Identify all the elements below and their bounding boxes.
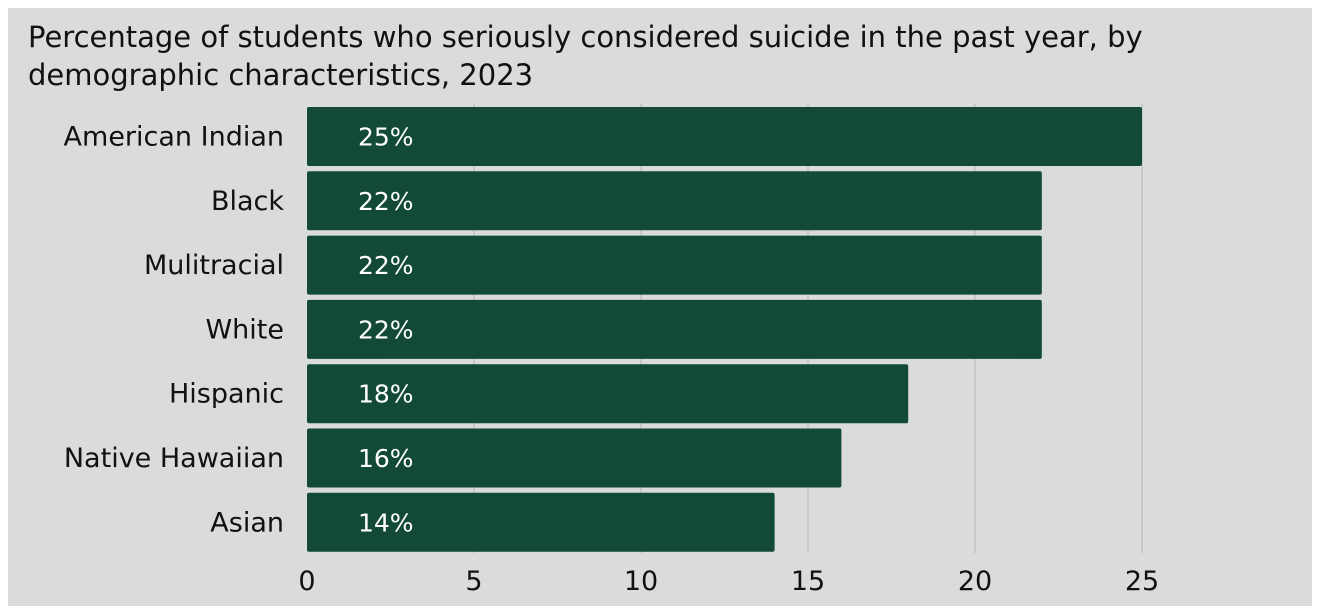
category-label: Black — [211, 186, 284, 217]
value-label: 25% — [358, 123, 414, 152]
category-label: Hispanic — [169, 379, 284, 410]
bar-american-indian — [307, 107, 1142, 166]
category-label: Asian — [210, 507, 284, 538]
value-label: 18% — [358, 380, 414, 409]
value-label: 22% — [358, 315, 414, 344]
x-tick-label-10: 10 — [624, 566, 658, 597]
bar-black — [307, 171, 1042, 231]
x-axis-tick-labels: 0 5 10 15 20 25 — [298, 566, 1159, 597]
value-label: 22% — [358, 187, 414, 216]
x-tick-label-5: 5 — [465, 566, 482, 597]
category-label: Mulitracial — [144, 250, 284, 281]
category-label: White — [205, 314, 284, 345]
x-tick-label-20: 20 — [958, 566, 992, 597]
bar-white — [307, 299, 1042, 359]
bar-mulitracial — [307, 235, 1042, 295]
bars — [307, 107, 1142, 552]
bar-asian — [307, 492, 775, 552]
category-label: American Indian — [64, 122, 284, 153]
x-tick-label-25: 25 — [1125, 566, 1159, 597]
x-tick-label-0: 0 — [298, 566, 315, 597]
x-tick-label-15: 15 — [791, 566, 825, 597]
chart-title: Percentage of students who seriously con… — [28, 20, 1143, 92]
value-label: 14% — [358, 508, 414, 537]
value-labels: 25% 22% 22% 22% 18% 16% 14% — [358, 123, 414, 538]
bar-native-hawaiian — [307, 428, 842, 488]
value-label: 16% — [358, 444, 414, 473]
bar-hispanic — [307, 364, 909, 424]
category-labels: American Indian Black Mulitracial White Hisp… — [64, 122, 285, 539]
value-label: 22% — [358, 251, 414, 280]
category-label: Native Hawaiian — [64, 443, 284, 474]
